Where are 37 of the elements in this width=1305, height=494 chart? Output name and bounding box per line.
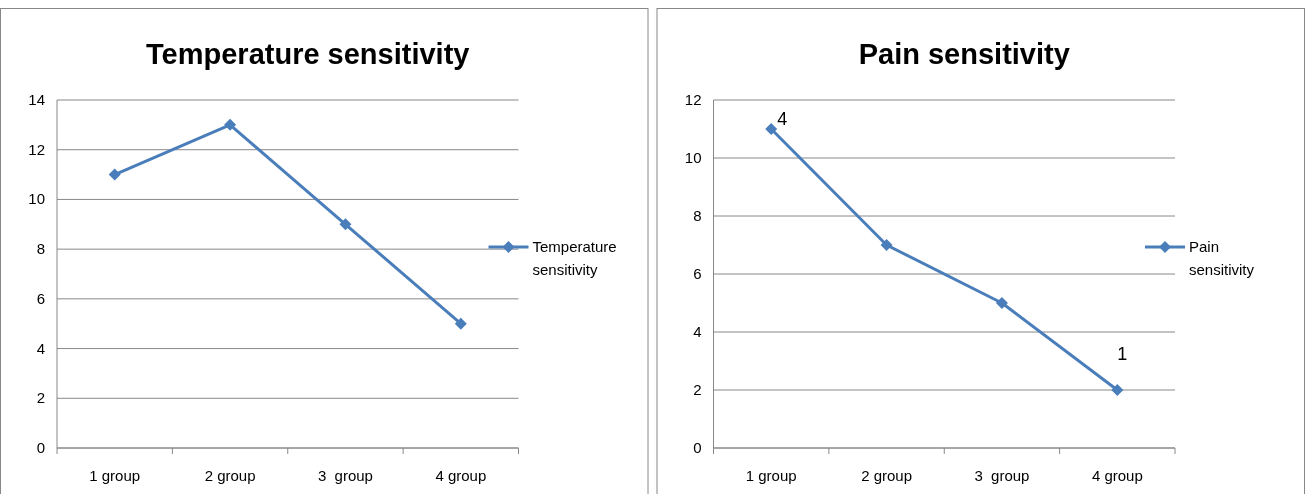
y-tick-label: 12 — [28, 140, 45, 158]
y-tick-label: 0 — [36, 439, 45, 456]
point — [995, 297, 1008, 309]
x-tick-label: 4 group — [435, 467, 487, 484]
y-tick-label: 2 — [693, 381, 702, 398]
point — [224, 118, 237, 131]
x-tick-label: 1 group — [745, 467, 797, 484]
chart-title: Temperature sensitivity — [146, 38, 470, 70]
chart-title: Pain sensitivity — [858, 38, 1070, 70]
y-tick-label: 8 — [693, 207, 702, 224]
legend-label: Pain sensitivity — [1189, 238, 1255, 278]
y-tick-label: 2 — [36, 389, 45, 407]
y-tick-label: 14 — [28, 91, 45, 108]
legend-label: Temperature sensitivity — [532, 238, 617, 278]
y-tick-label: 6 — [36, 289, 45, 307]
point — [880, 239, 893, 251]
y-tick-label: 4 — [693, 323, 702, 340]
x-tick-label: 4 group — [1091, 467, 1143, 484]
annotation: 4 — [777, 109, 788, 129]
y-tick-label: 4 — [36, 339, 45, 357]
y-tick-label: 10 — [28, 190, 45, 208]
point — [1111, 384, 1124, 396]
point — [765, 123, 778, 135]
x-tick-label: 1 group — [89, 467, 141, 484]
x-tick-label: 2 group — [861, 467, 912, 484]
x-tick-label: 2 group — [204, 467, 256, 484]
point — [339, 218, 352, 231]
y-tick-label: 6 — [693, 265, 702, 282]
point — [108, 168, 121, 181]
y-tick-label: 8 — [36, 240, 45, 258]
y-tick-label: 12 — [684, 91, 702, 108]
x-tick-label: 3 group — [974, 467, 1030, 484]
x-tick-label: 3 group — [317, 467, 373, 484]
annotation: 1 — [1117, 344, 1128, 364]
point — [454, 317, 467, 330]
y-tick-label: 10 — [684, 149, 702, 166]
y-tick-label: 0 — [693, 439, 702, 456]
